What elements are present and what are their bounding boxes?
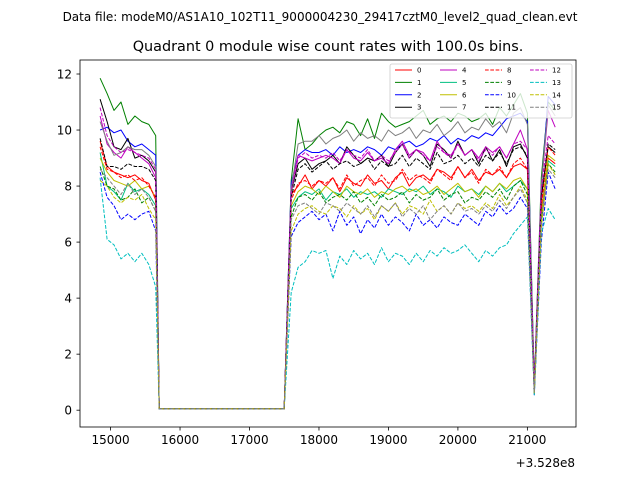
y-tick-label: 12 — [57, 67, 72, 81]
y-tick-label: 4 — [64, 291, 72, 305]
y-tick-label: 0 — [64, 403, 72, 417]
x-tick-label: 19000 — [369, 433, 407, 447]
legend-label-5: 5 — [462, 79, 466, 87]
y-tick-label: 2 — [64, 347, 72, 361]
chart-title: Quadrant 0 module wise count rates with … — [133, 39, 524, 55]
legend-label-2: 2 — [417, 91, 421, 99]
axes-frame — [79, 59, 577, 428]
x-offset-label: +3.528e8 — [516, 456, 575, 470]
legend-label-1: 1 — [417, 79, 421, 87]
legend-label-3: 3 — [417, 104, 421, 112]
axes-layer: 15000 16000 17000 18000 19000 20000 21000 0 2 4 6 8… — [57, 59, 577, 447]
x-tick-label: 18000 — [300, 433, 338, 447]
legend-label-6: 6 — [462, 91, 467, 99]
y-tick-label: 10 — [57, 123, 72, 137]
legend-label-10: 10 — [507, 91, 516, 99]
x-tick-label: 15000 — [91, 433, 129, 447]
series-line-15 — [99, 168, 556, 410]
legend-label-0: 0 — [417, 67, 421, 75]
y-tick-label: 6 — [64, 235, 72, 249]
series-layer — [99, 77, 556, 410]
plot-area: 15000 16000 17000 18000 19000 20000 21000 0 2 4 6 8… — [57, 59, 577, 447]
legend-label-4: 4 — [462, 67, 467, 75]
legend-box — [389, 63, 573, 119]
x-tick-label: 16000 — [161, 433, 199, 447]
figure-suptitle: Data file: modeM0/AS1A10_102T11_90000042… — [63, 10, 578, 24]
legend-label-14: 14 — [552, 91, 561, 99]
x-tick-label: 17000 — [230, 433, 268, 447]
legend-label-8: 8 — [507, 67, 511, 75]
x-tick-label: 21000 — [508, 433, 546, 447]
y-tick-label: 8 — [64, 179, 72, 193]
legend-label-12: 12 — [552, 67, 561, 75]
legend-label-11: 11 — [507, 104, 516, 112]
legend-label-13: 13 — [552, 79, 561, 87]
legend-label-7: 7 — [462, 104, 466, 112]
series-line-14 — [99, 163, 556, 410]
legend-label-15: 15 — [552, 104, 561, 112]
legend-label-9: 9 — [507, 79, 511, 87]
x-tick-label: 20000 — [439, 433, 477, 447]
